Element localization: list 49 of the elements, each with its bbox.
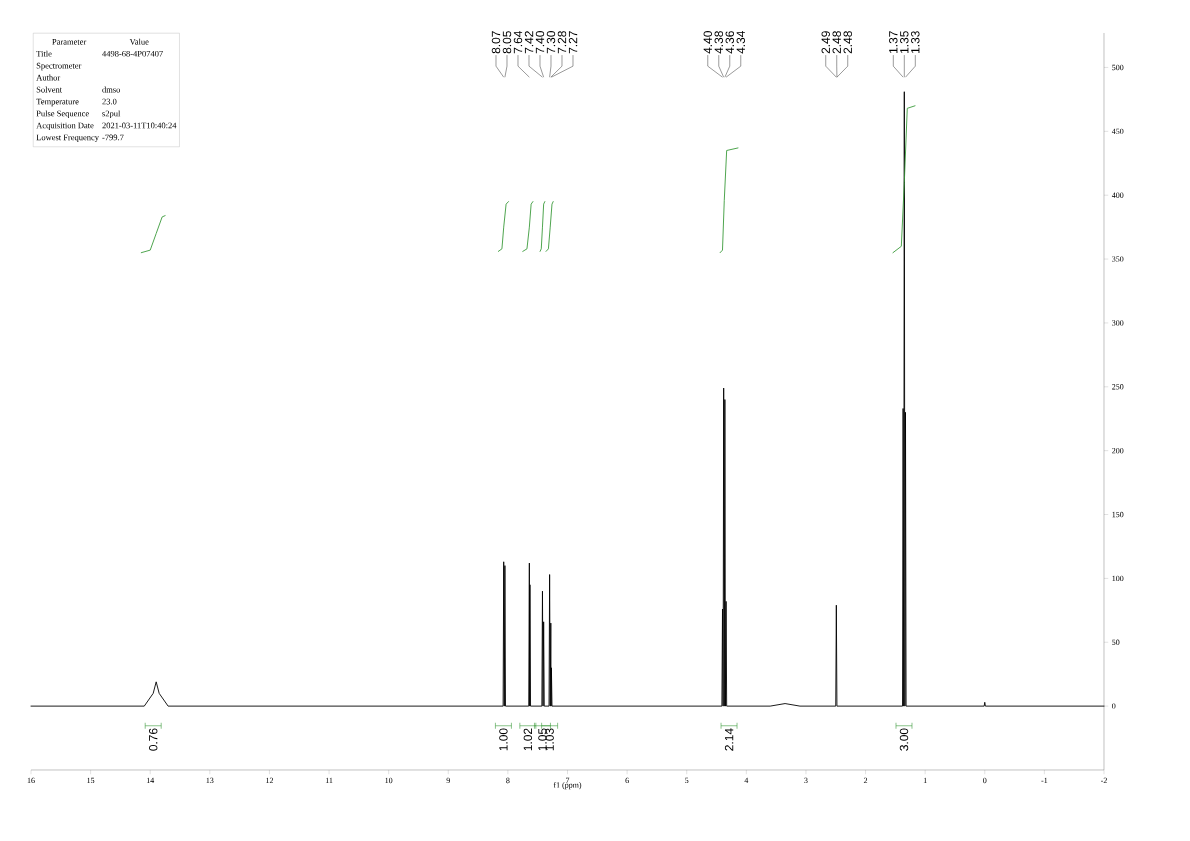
annotation: 7.27 [568, 31, 578, 54]
line-series [892, 105, 916, 254]
annotation: 2.14 [724, 728, 734, 751]
annotation: 4.34 [736, 30, 745, 54]
annotation: Spectrometer [36, 62, 82, 71]
annotation: 0.76 [148, 728, 158, 751]
annotation: 2.48 [832, 31, 841, 54]
annotation: 4.38 [714, 31, 723, 54]
annotation: 23.0 [102, 98, 117, 105]
annotation: dmso [102, 86, 121, 93]
annotation: Pulse Sequence [36, 110, 89, 119]
annotation: Value [129, 38, 149, 45]
line-series [719, 147, 739, 254]
line-series [522, 201, 534, 252]
annotation: 8.07 [491, 31, 501, 54]
annotation: Parameter [52, 39, 87, 45]
annotation: 7.28 [557, 31, 567, 54]
annotation: Temperature [36, 98, 79, 107]
annotation: 7.40 [535, 31, 545, 54]
annotation: 1.05 [538, 728, 547, 751]
line-series [497, 201, 509, 252]
annotation: 4498-68-4P07407 [102, 50, 163, 57]
annotation: 7.30 [546, 31, 556, 54]
line-series [140, 215, 166, 254]
annotation: s2pul [102, 110, 121, 119]
annotation: 8.05 [502, 31, 512, 54]
annotation: 2.49 [821, 31, 830, 54]
annotation: Acquisition Date [36, 122, 94, 131]
annotation: Title [36, 50, 52, 57]
line-series [30, 91, 1105, 707]
annotation: 7.42 [524, 31, 534, 54]
annotation: 7.64 [513, 30, 523, 54]
annotation: 1.00 [499, 728, 508, 751]
annotation: 4.36 [725, 31, 734, 54]
annotation: 1.35 [900, 31, 909, 53]
annotation: 1.03 [545, 728, 554, 751]
line-series [545, 201, 554, 252]
annotation: 1.33 [911, 31, 920, 53]
annotation: Lowest Frequency [36, 134, 99, 143]
annotation: 2021-03-11T10:40:24 [102, 122, 177, 129]
annotation: -799.7 [102, 134, 124, 141]
annotation: 4.40 [703, 31, 712, 54]
annotation: 1.02 [523, 728, 533, 751]
annotation: 3.00 [899, 728, 909, 751]
annotation: Solvent [36, 86, 63, 93]
annotation: 1.37 [889, 31, 898, 53]
annotation: Author [36, 74, 61, 81]
line-series [539, 201, 546, 252]
annotation: 2.48 [843, 31, 852, 54]
